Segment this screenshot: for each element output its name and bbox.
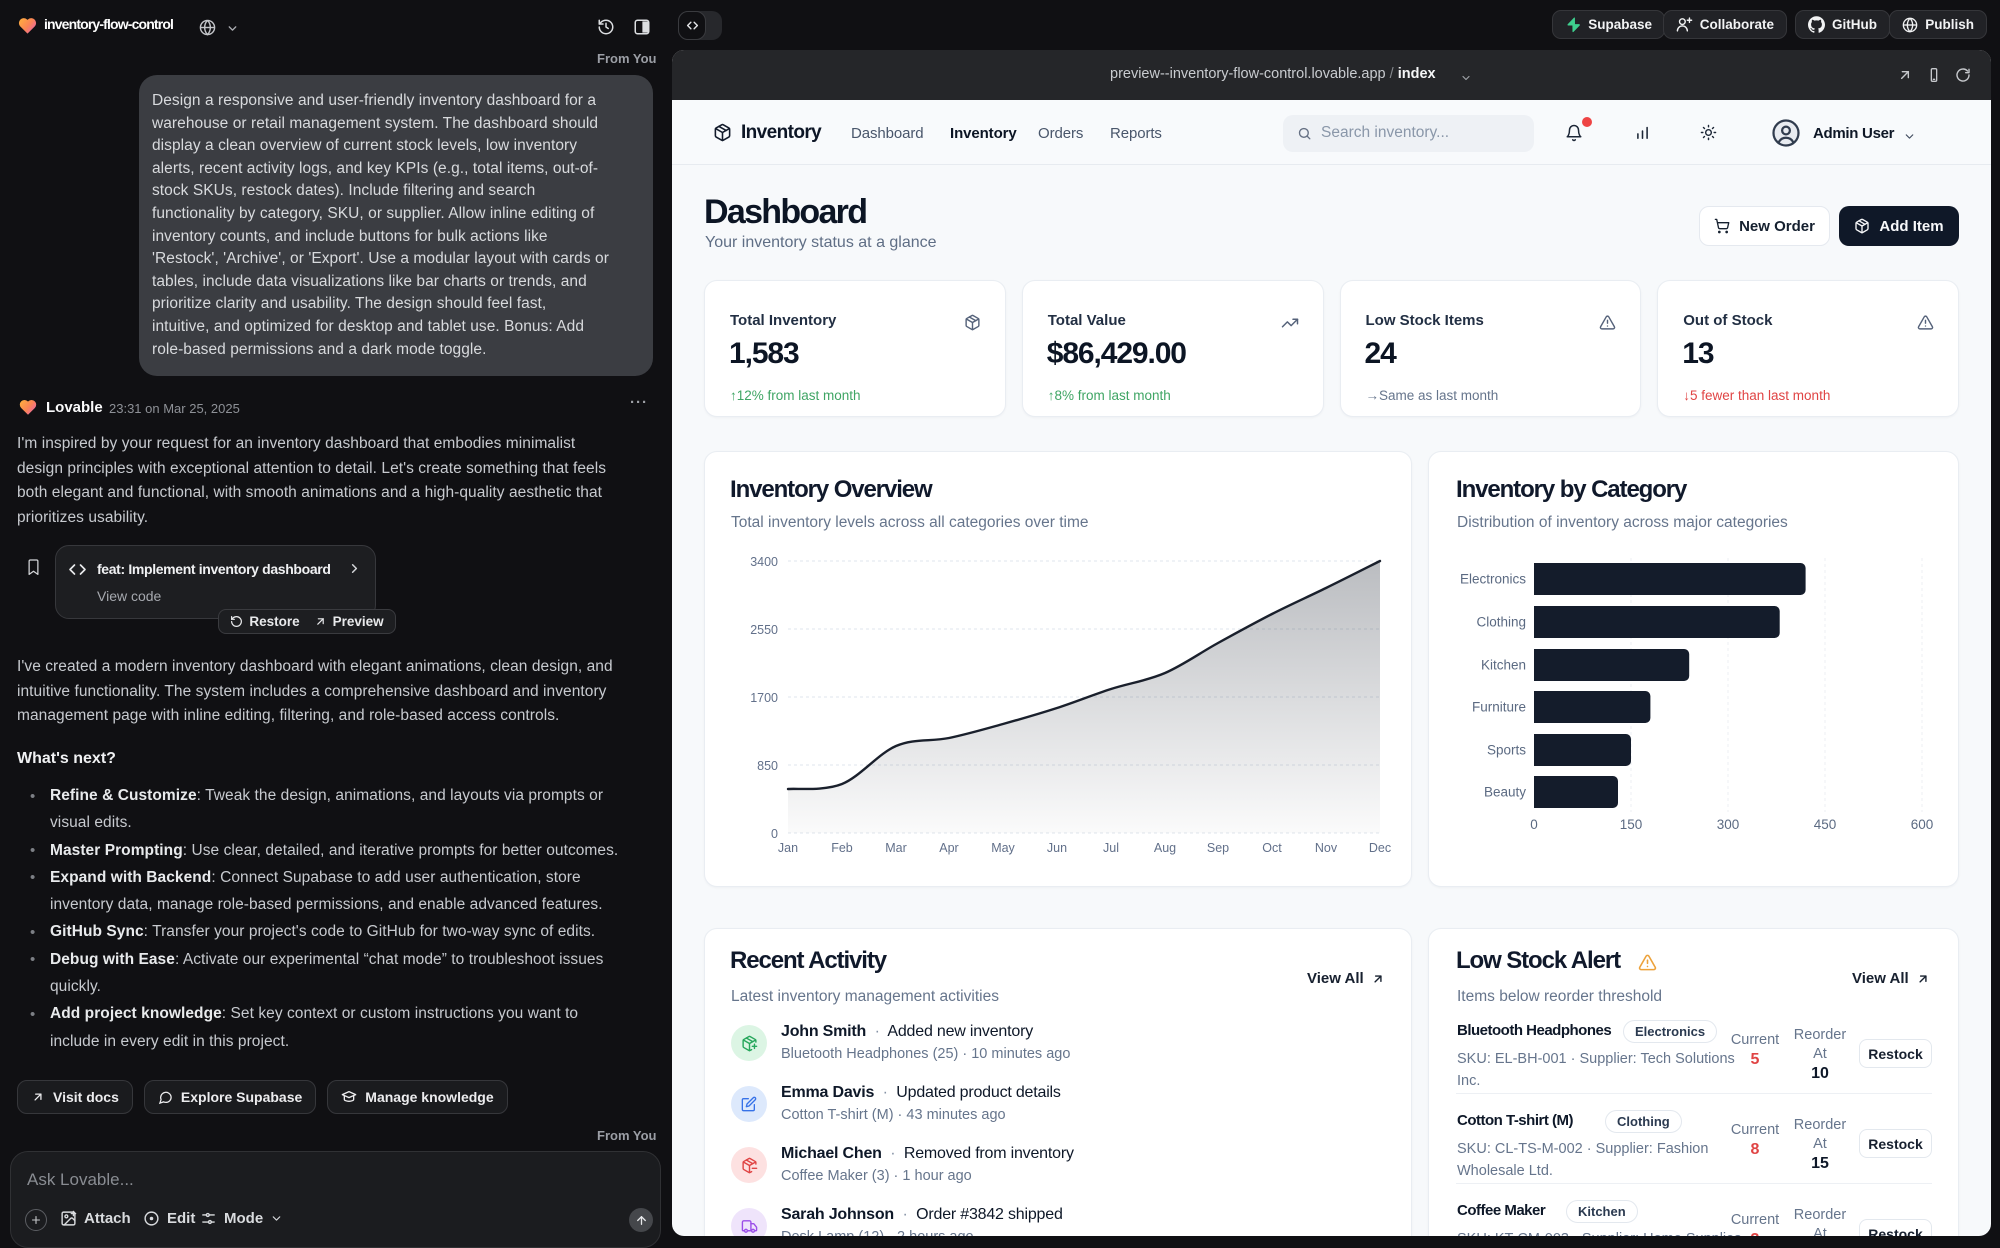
svg-text:Mar: Mar bbox=[885, 841, 907, 855]
svg-text:May: May bbox=[991, 841, 1015, 855]
svg-text:300: 300 bbox=[1717, 817, 1740, 832]
svg-text:150: 150 bbox=[1620, 817, 1643, 832]
svg-text:Oct: Oct bbox=[1262, 841, 1282, 855]
svg-text:Beauty: Beauty bbox=[1484, 785, 1526, 800]
svg-text:Apr: Apr bbox=[939, 841, 958, 855]
svg-text:Jul: Jul bbox=[1103, 841, 1119, 855]
svg-text:Feb: Feb bbox=[831, 841, 853, 855]
svg-text:850: 850 bbox=[757, 759, 778, 773]
svg-text:Kitchen: Kitchen bbox=[1481, 658, 1526, 673]
svg-text:600: 600 bbox=[1911, 817, 1934, 832]
svg-text:Furniture: Furniture bbox=[1472, 700, 1526, 715]
svg-text:450: 450 bbox=[1814, 817, 1837, 832]
svg-text:Jan: Jan bbox=[778, 841, 798, 855]
svg-text:1700: 1700 bbox=[750, 691, 778, 705]
svg-text:Aug: Aug bbox=[1154, 841, 1176, 855]
svg-text:2550: 2550 bbox=[750, 623, 778, 637]
svg-text:Jun: Jun bbox=[1047, 841, 1067, 855]
svg-text:Sep: Sep bbox=[1207, 841, 1229, 855]
svg-text:Sports: Sports bbox=[1487, 743, 1526, 758]
svg-text:0: 0 bbox=[1530, 817, 1538, 832]
svg-text:0: 0 bbox=[771, 827, 778, 841]
svg-text:Nov: Nov bbox=[1315, 841, 1338, 855]
svg-text:Electronics: Electronics bbox=[1460, 572, 1526, 587]
svg-text:Clothing: Clothing bbox=[1476, 615, 1526, 630]
svg-text:Dec: Dec bbox=[1369, 841, 1391, 855]
svg-text:3400: 3400 bbox=[750, 555, 778, 569]
